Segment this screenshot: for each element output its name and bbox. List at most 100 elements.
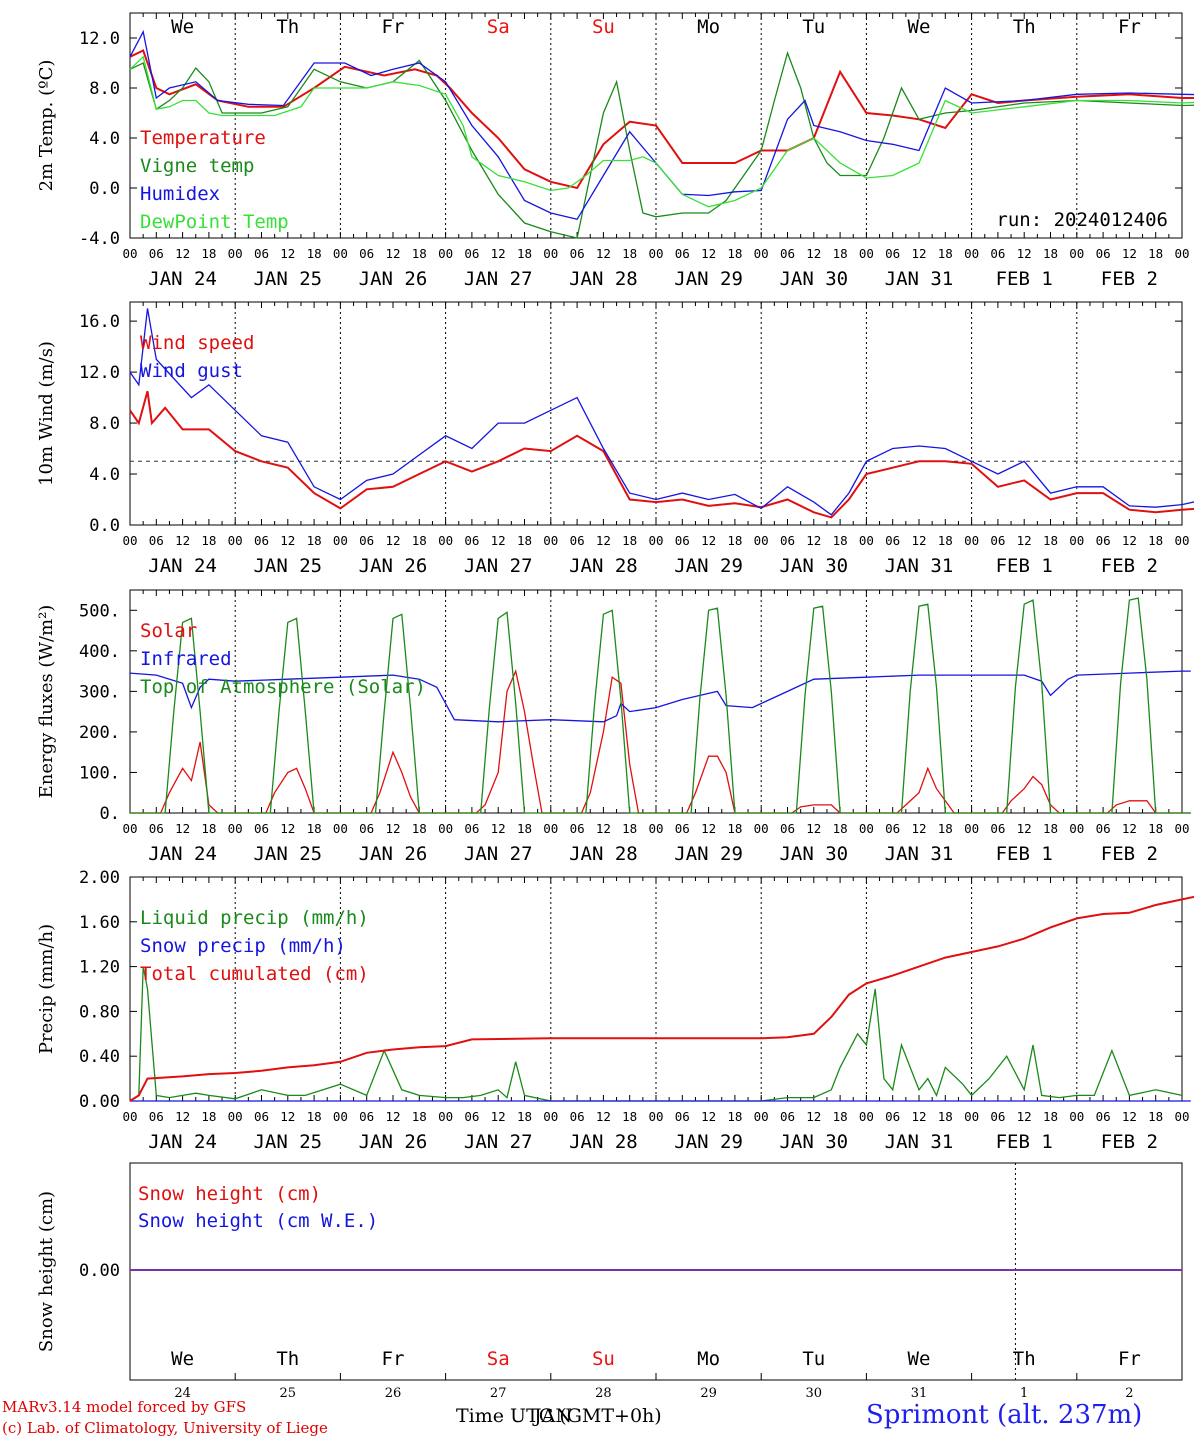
series-line-vigne-temp [129,50,1194,239]
hour-label: 18 [201,1109,216,1124]
copyright-credit: (c) Lab. of Climatology, University of L… [2,1419,328,1437]
hour-label: 06 [675,1109,690,1124]
date-label: JAN 24 [148,555,217,577]
weekday-label: Th [276,1348,299,1370]
hour-label: 00 [1069,246,1084,261]
weekday-label: Tu [802,16,825,38]
day-number: 28 [595,1386,612,1401]
hour-label: 18 [833,246,848,261]
ytick-label: 0.00 [79,1261,120,1281]
date-label: JAN 30 [779,1131,848,1153]
hour-label: 00 [333,533,348,548]
legend-entry: Liquid precip (mm/h) [140,907,369,929]
hour-label: 06 [570,533,585,548]
hour-label: 18 [938,1109,953,1124]
hour-label: 06 [254,246,269,261]
legend-entry: Vigne temp [140,155,254,177]
hour-label: 12 [911,1109,926,1124]
hour-label: 18 [622,1109,637,1124]
hour-label: 12 [701,821,716,836]
date-label: JAN 25 [253,1131,322,1153]
hour-label: 06 [675,533,690,548]
ytick-label: 500. [79,601,120,621]
hour-label: 06 [359,1109,374,1124]
hour-label: 18 [1148,533,1163,548]
ytick-label: 200. [79,723,120,743]
date-label: JAN 31 [885,268,954,290]
date-label: JAN 27 [464,1131,533,1153]
date-label: JAN 27 [464,843,533,865]
date-label: JAN 29 [674,268,743,290]
time-axis-label: Time UTC (GMT+0h) JAN [456,1405,662,1427]
hour-label: 18 [201,246,216,261]
weekday-label: We [908,16,931,38]
hour-label: 12 [1017,821,1032,836]
ytick-label: 0.00 [79,1092,120,1112]
hour-label: 18 [517,246,532,261]
hour-label: 18 [1043,821,1058,836]
weekday-label: Fr [382,1348,405,1370]
hour-label: 06 [780,1109,795,1124]
day-number: 1 [1020,1386,1028,1401]
ytick-label: 8.0 [89,414,120,434]
hour-label: 00 [122,246,137,261]
hour-label: 12 [175,246,190,261]
hour-label: 00 [1069,821,1084,836]
hour-label: 18 [622,821,637,836]
date-label: JAN 29 [674,1131,743,1153]
date-label: JAN 25 [253,843,322,865]
hour-label: 06 [885,1109,900,1124]
hour-label: 18 [727,246,742,261]
hour-label: 00 [543,1109,558,1124]
day-number: 24 [174,1386,191,1401]
series-line-temperature [129,49,1194,190]
hour-label: 06 [885,821,900,836]
date-label: FEB 1 [996,555,1053,577]
date-label: JAN 27 [464,268,533,290]
legend-entry: DewPoint Temp [140,211,289,233]
hour-label: 06 [990,1109,1005,1124]
hour-label: 06 [780,821,795,836]
date-label: JAN 25 [253,555,322,577]
hour-label: 18 [307,1109,322,1124]
hour-label: 00 [228,821,243,836]
hour-label: 06 [464,1109,479,1124]
hour-label: 18 [412,821,427,836]
ytick-label: 1.60 [79,913,120,933]
series-line-humidex [129,29,1194,221]
date-label: JAN 24 [148,268,217,290]
weekday-label: We [908,1348,931,1370]
date-label: JAN 26 [359,843,428,865]
ytick-label: 16.0 [79,312,120,332]
series-line-solar [130,668,1191,814]
panel-1-ylabel: 2m Temp. (ºC) [36,60,57,192]
date-label: FEB 1 [996,268,1053,290]
hour-label: 00 [964,246,979,261]
weekday-label: We [171,16,194,38]
hour-label: 12 [1017,1109,1032,1124]
hour-label: 12 [385,246,400,261]
hour-label: 06 [359,821,374,836]
hour-label: 18 [307,246,322,261]
ytick-label: 400. [79,642,120,662]
hour-label: 06 [359,246,374,261]
hour-label: 06 [464,246,479,261]
series-line-dewpoint-temp [129,55,1194,208]
day-number: 26 [385,1386,402,1401]
hour-label: 06 [570,246,585,261]
hour-label: 18 [517,821,532,836]
hour-label: 18 [307,533,322,548]
date-label: JAN 31 [885,1131,954,1153]
hour-label: 06 [570,1109,585,1124]
date-label: JAN 26 [359,555,428,577]
date-label: FEB 2 [1101,268,1158,290]
hour-label: 12 [385,533,400,548]
date-label: FEB 1 [996,843,1053,865]
hour-label: 00 [648,533,663,548]
weekday-label: Th [1013,1348,1036,1370]
hour-label: 18 [727,533,742,548]
legend-entry: Infrared [140,648,232,670]
hour-label: 06 [885,246,900,261]
hour-label: 18 [1043,246,1058,261]
hour-label: 18 [1043,533,1058,548]
